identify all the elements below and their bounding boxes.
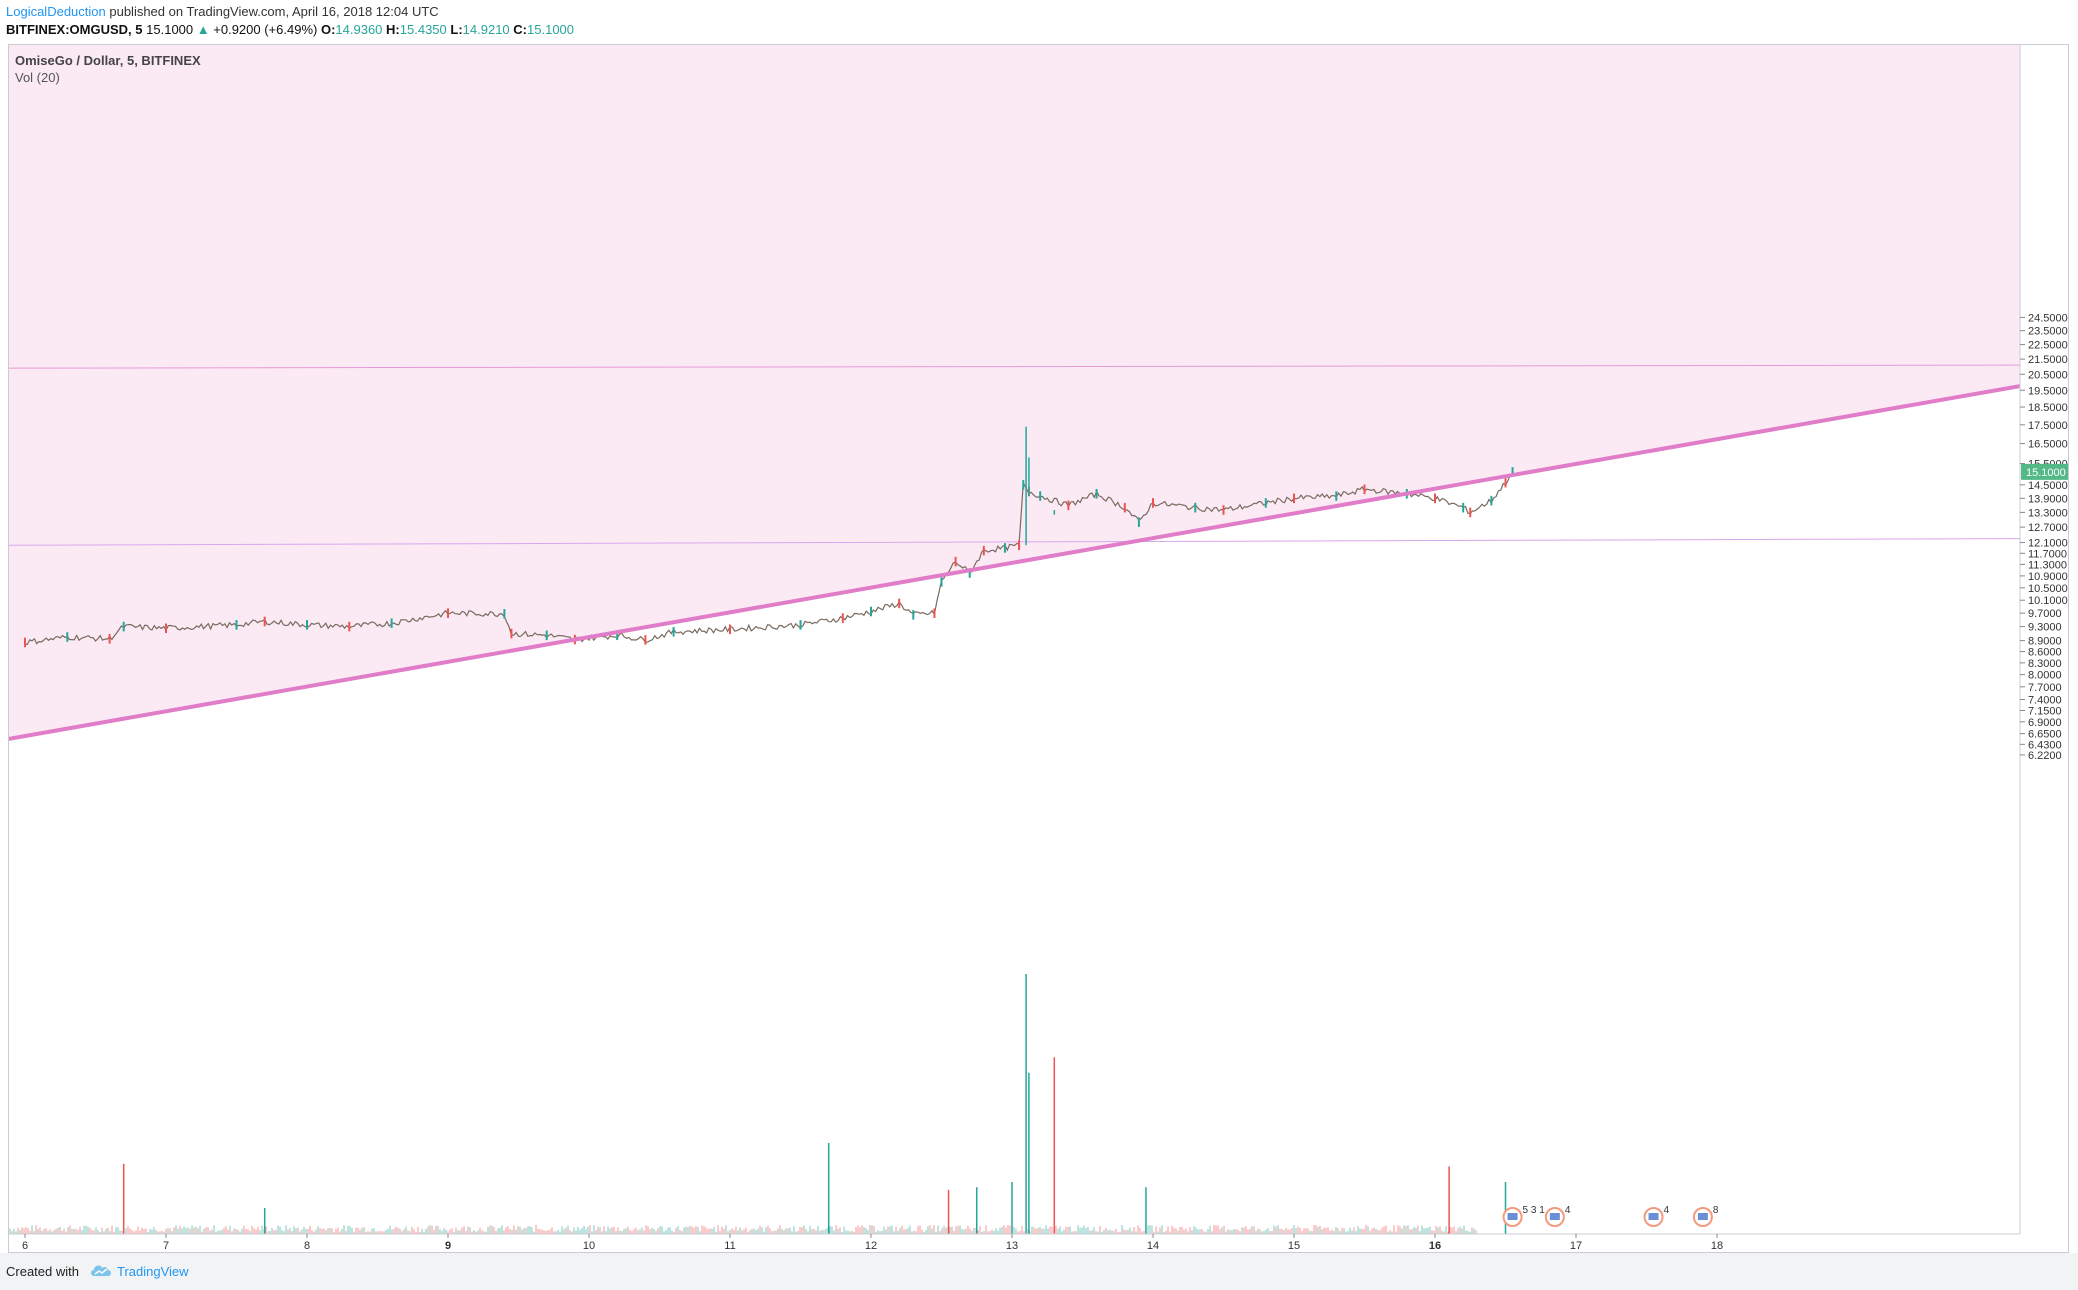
shaded-zone <box>8 44 2020 739</box>
flag-icon <box>1549 1213 1560 1220</box>
price-tick-label: 6.9000 <box>2028 717 2062 729</box>
close-label: C: <box>513 22 528 37</box>
price-tick-label: 24.5000 <box>2028 312 2068 324</box>
time-tick-label: 9 <box>445 1240 451 1252</box>
time-tick-label: 11 <box>724 1240 735 1252</box>
flag-icon <box>1697 1213 1708 1220</box>
price-tick-label: 9.3000 <box>2028 622 2062 634</box>
price-tick-label: 17.5000 <box>2028 420 2068 432</box>
upper-channel-line <box>8 364 2020 369</box>
event-label: 4 <box>1664 1205 1670 1216</box>
trendline <box>8 384 2020 741</box>
price-tick-label: 10.9000 <box>2028 571 2068 583</box>
price-tick-label: 13.9000 <box>2028 493 2068 505</box>
flag-icon <box>1648 1213 1659 1220</box>
price-tick-label: 12.7000 <box>2028 522 2068 534</box>
time-tick-label: 14 <box>1147 1240 1159 1252</box>
price-tick-label: 12.1000 <box>2028 538 2068 550</box>
event-label: 8 <box>1713 1205 1719 1216</box>
price-tick-label: 7.4000 <box>2028 695 2062 707</box>
time-tick-label: 16 <box>1429 1240 1441 1252</box>
time-tick-label: 8 <box>304 1240 310 1252</box>
low-value: 14.9210 <box>462 22 510 37</box>
publish-info: published on TradingView.com, April 16, … <box>109 4 439 19</box>
close-value: 15.1000 <box>527 22 575 37</box>
time-tick-label: 12 <box>865 1240 877 1252</box>
lower-channel-line <box>8 538 2020 546</box>
price-tick-label: 10.1000 <box>2028 595 2068 607</box>
event-label: 5 3 1 <box>1523 1205 1546 1216</box>
price-tick-label: 7.7000 <box>2028 682 2062 694</box>
symbol-label: BITFINEX:OMGUSD, 5 <box>6 22 143 37</box>
time-tick-label: 15 <box>1288 1240 1300 1252</box>
volume-legend: Vol (20) <box>15 70 60 85</box>
price-tick-label: 20.5000 <box>2028 369 2068 381</box>
flag-icon <box>1507 1213 1518 1220</box>
price-tick-label: 19.5000 <box>2028 385 2068 397</box>
price-tick-label: 22.5000 <box>2028 340 2068 352</box>
author-link[interactable]: LogicalDeduction <box>6 4 106 19</box>
open-value: 14.9360 <box>335 22 383 37</box>
price-tick-label: 8.9000 <box>2028 636 2062 648</box>
price-tick-label: 8.0000 <box>2028 670 2062 682</box>
high-label: H: <box>386 22 400 37</box>
price-tick-label: 13.3000 <box>2028 507 2068 519</box>
price-tick-label: 6.6500 <box>2028 729 2062 741</box>
footer-bar: Created with TradingView <box>0 1253 2078 1290</box>
price-tick-label: 11.7000 <box>2028 548 2067 560</box>
event-label: 4 <box>1565 1205 1571 1216</box>
tradingview-cloud-icon[interactable] <box>89 1262 113 1278</box>
price-tick-label: 7.1500 <box>2028 705 2062 717</box>
price-tick-label: 11.3000 <box>2028 559 2067 571</box>
price-tick-label: 18.5000 <box>2028 402 2068 414</box>
tradingview-link[interactable]: TradingView <box>117 1264 189 1279</box>
chart-frame <box>8 44 2069 1253</box>
price-tick-label: 9.7000 <box>2028 608 2062 620</box>
price-change: +0.9200 (+6.49%) <box>213 22 318 37</box>
time-tick-label: 17 <box>1570 1240 1582 1252</box>
current-price-tag <box>2021 463 2069 480</box>
price-tick-label: 21.5000 <box>2028 354 2068 366</box>
price-tick-label: 23.5000 <box>2028 326 2068 338</box>
time-tick-label: 7 <box>163 1240 169 1252</box>
publish-header: LogicalDeduction published on TradingVie… <box>6 3 439 20</box>
series-title: OmiseGo / Dollar, 5, BITFINEX <box>15 53 201 68</box>
price-tick-label: 6.4300 <box>2028 739 2062 751</box>
time-tick-label: 6 <box>22 1240 28 1252</box>
price-tick-label: 10.5000 <box>2028 583 2068 595</box>
up-arrow-icon: ▲ <box>196 22 210 37</box>
price-tick-label: 16.5000 <box>2028 439 2068 451</box>
created-with-label: Created with <box>6 1264 79 1279</box>
price-tick-label: 14.5000 <box>2028 480 2068 492</box>
ohlc-bar: BITFINEX:OMGUSD, 5 15.1000 ▲ +0.9200 (+6… <box>6 21 574 38</box>
price-chart[interactable]: 5 3 1 4 4 8 24.5000 23.5000 22.5000 21.5000 20.5… <box>8 44 2069 1253</box>
plot-area: 5 3 1 4 4 8 <box>8 44 2020 1234</box>
price-tick-label: 6.2200 <box>2028 750 2062 762</box>
current-price-label: 15.1000 <box>2026 467 2066 479</box>
time-tick-label: 18 <box>1711 1240 1723 1252</box>
price-tick-label: 8.3000 <box>2028 658 2062 670</box>
last-price: 15.1000 <box>146 22 194 37</box>
price-line <box>24 475 1511 646</box>
low-label: L: <box>450 22 463 37</box>
high-value: 15.4350 <box>399 22 447 37</box>
price-tick-label: 8.6000 <box>2028 647 2062 659</box>
time-tick-label: 13 <box>1006 1240 1018 1252</box>
open-label: O: <box>320 22 336 37</box>
time-tick-label: 10 <box>583 1240 595 1252</box>
